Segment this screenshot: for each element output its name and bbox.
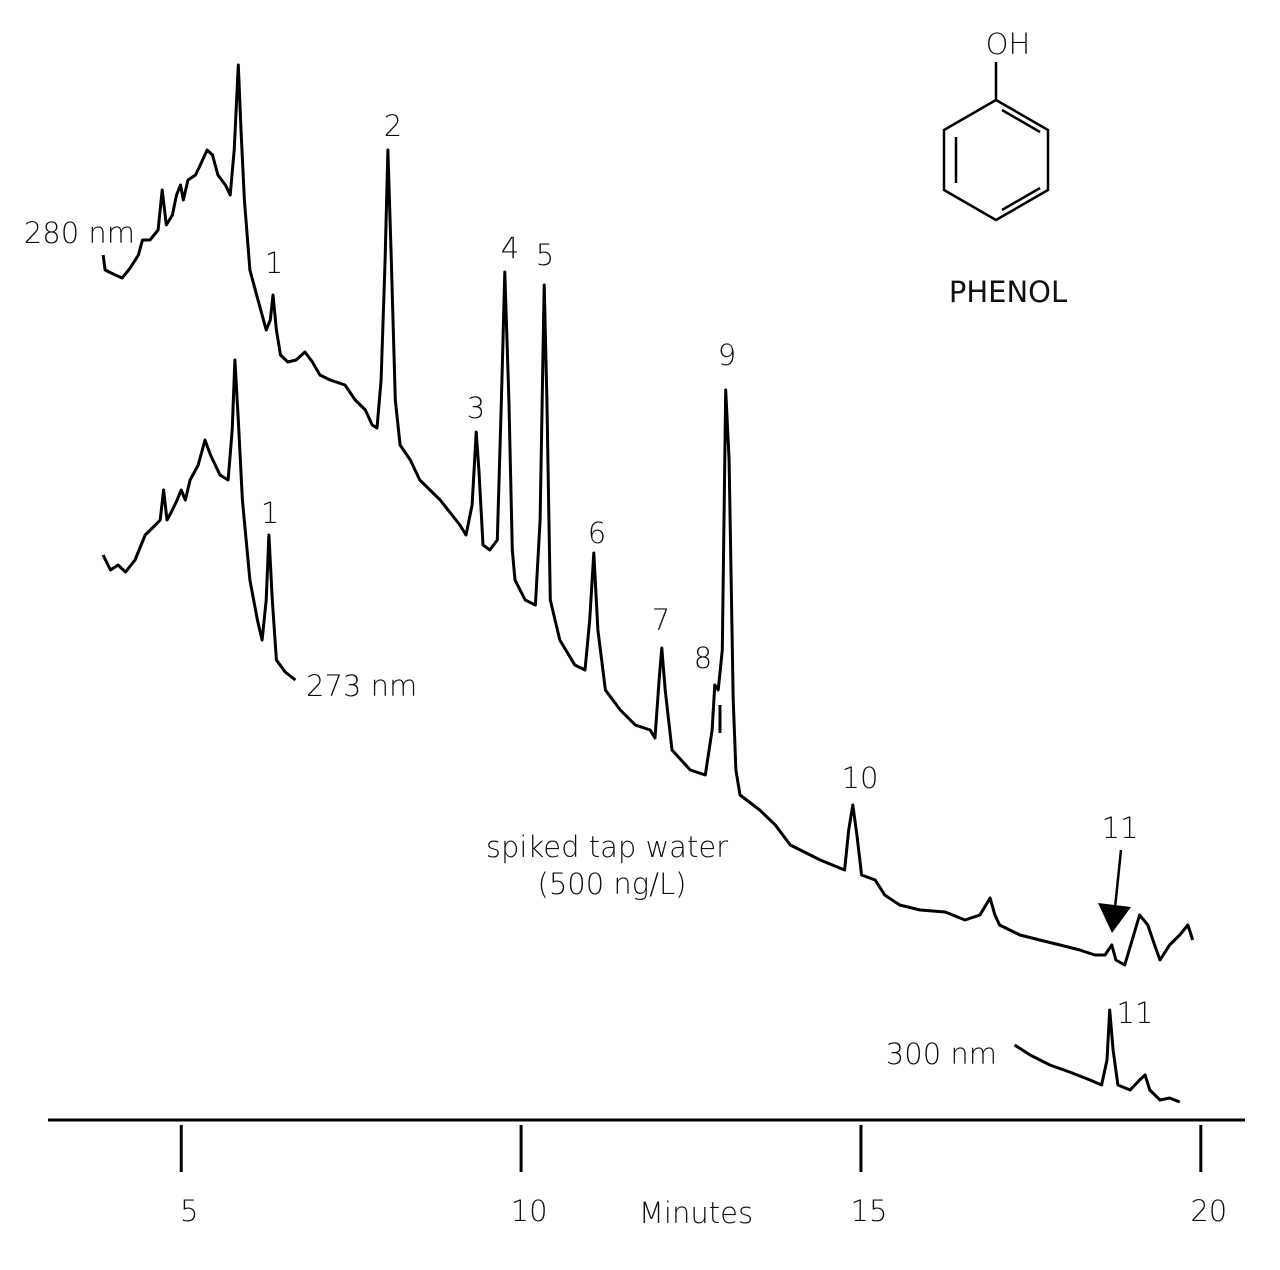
peak-label: 5 xyxy=(536,238,554,272)
sample-label: (500 ng/L) xyxy=(538,867,687,901)
trace xyxy=(1013,1008,1181,1104)
x-tick-label: 5 xyxy=(180,1194,198,1228)
arrow-head xyxy=(1098,903,1131,933)
structure-label: PHENOL xyxy=(949,275,1067,309)
x-tick-label: 10 xyxy=(511,1194,548,1228)
peak-label: 4 xyxy=(501,231,519,265)
peak-label: 1 xyxy=(261,496,279,530)
trace xyxy=(101,63,1195,967)
peak-label: 7 xyxy=(652,603,670,637)
x-tick-label: 20 xyxy=(1190,1194,1227,1228)
x-tick-label: 15 xyxy=(851,1194,888,1228)
trace-label: 280 nm xyxy=(24,216,135,250)
benzene-ring xyxy=(942,98,1050,222)
trace xyxy=(101,358,297,682)
peak-label: 9 xyxy=(718,338,736,372)
trace-label: 300 nm xyxy=(886,1037,997,1071)
peak-label: 8 xyxy=(694,641,712,675)
phenol-structure xyxy=(942,62,1050,222)
arrow xyxy=(1113,849,1123,909)
peak-label: 10 xyxy=(842,761,879,795)
peak-label: 11 xyxy=(1117,996,1154,1030)
double-bond xyxy=(1001,186,1041,212)
peak-label: 11 xyxy=(1102,811,1139,845)
trace-label: 273 nm xyxy=(306,669,417,703)
peak-label: 1 xyxy=(265,246,283,280)
peak-label: 2 xyxy=(384,109,402,143)
peak-label: 3 xyxy=(467,391,485,425)
double-bond xyxy=(1001,108,1041,134)
structure-group: OH xyxy=(986,27,1031,61)
x-axis-title: Minutes xyxy=(639,1196,753,1230)
peak-label: 6 xyxy=(588,516,606,550)
sample-label: spiked tap water xyxy=(486,830,728,864)
